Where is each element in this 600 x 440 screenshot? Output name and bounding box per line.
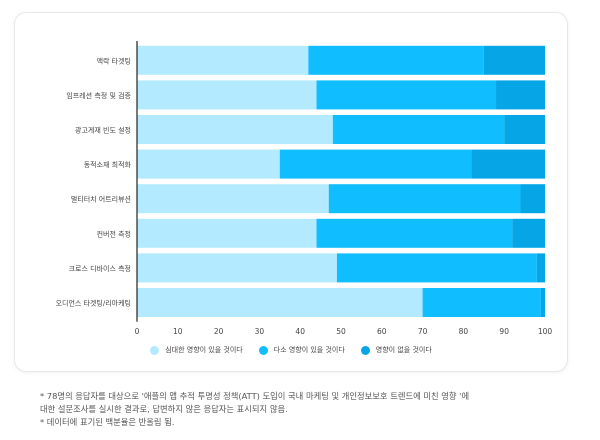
category-label: 동적소재 최적화 — [84, 160, 132, 169]
category-label: 크로스 디바이스 측정 — [69, 264, 131, 273]
bar-segment — [137, 288, 423, 317]
x-tick-label: 90 — [499, 327, 509, 336]
category-label: 액락 타겟팅 — [97, 56, 131, 65]
category-label: 임프레션 측정 및 검증 — [66, 91, 131, 100]
bar-segment — [328, 184, 521, 214]
bar-segment — [137, 218, 317, 248]
legend-label-somewhat: 다소 영향이 있을 것이다 — [273, 346, 345, 354]
bar-segment — [504, 115, 545, 144]
x-tick-label: 30 — [255, 327, 265, 336]
bar-segment — [137, 115, 333, 144]
chart-legend: 심대한 영향이 있을 것이다 다소 영향이 있을 것이다 영향이 없을 것이다 — [15, 345, 567, 355]
bar-segment — [137, 80, 317, 110]
legend-label-none: 영향이 없을 것이다 — [375, 346, 432, 354]
x-tick-label: 80 — [459, 327, 469, 336]
x-tick-label: 70 — [418, 327, 428, 336]
bar-segment — [540, 288, 545, 317]
x-tick-label: 50 — [336, 327, 346, 336]
x-tick-label: 100 — [538, 327, 553, 336]
bar-segment — [520, 184, 545, 214]
category-label: 컨버전 측정 — [97, 229, 131, 238]
footnote-line-3: * 데이터에 표기된 백분율은 반올림 됨. — [40, 417, 175, 427]
footnote-line-1: * 78명의 응답자를 대상으로 '애플의 앱 추적 투명성 정책(ATT) 도… — [40, 391, 470, 401]
legend-swatch-significant — [150, 345, 160, 355]
bar-segment — [332, 115, 505, 144]
category-label: 오디언스 타겟팅/리마케팅 — [56, 299, 131, 308]
bar-segment — [279, 149, 472, 179]
legend-label-significant: 심대한 영향이 있을 것이다 — [165, 346, 243, 354]
x-tick-label: 0 — [135, 327, 140, 336]
bar-segment — [496, 80, 545, 110]
bar-segment — [422, 288, 541, 317]
bar-segment — [137, 253, 337, 283]
bar-segment — [137, 45, 309, 75]
legend-item-none: 영향이 없을 것이다 — [360, 345, 432, 355]
bar-segment — [336, 253, 537, 283]
bar-segment — [316, 218, 513, 248]
bar-segment — [471, 149, 545, 179]
legend-swatch-somewhat — [258, 345, 268, 355]
bar-segment — [483, 45, 545, 75]
x-tick-label: 10 — [173, 327, 183, 336]
bar-segment — [536, 253, 545, 283]
bar-segment — [316, 80, 497, 110]
bar-segment — [512, 218, 545, 248]
bar-segment — [137, 184, 329, 214]
legend-swatch-none — [360, 345, 370, 355]
category-label: 광고게재 빈도 설정 — [75, 126, 131, 135]
footnote-line-2: 대한 설문조사를 실시한 결과로, 답변하지 않은 응답자는 표시되지 않음. — [40, 404, 288, 414]
bar-segment — [137, 149, 280, 179]
legend-item-significant: 심대한 영향이 있을 것이다 — [150, 345, 243, 355]
x-tick-label: 20 — [214, 327, 224, 336]
bar-segment — [308, 45, 484, 75]
x-tick-label: 40 — [295, 327, 305, 336]
x-tick-label: 60 — [377, 327, 387, 336]
category-label: 멀티터치 어트리뷰션 — [71, 195, 131, 204]
footnotes: * 78명의 응답자를 대상으로 '애플의 앱 추적 투명성 정책(ATT) 도… — [40, 390, 570, 429]
legend-item-somewhat: 다소 영향이 있을 것이다 — [258, 345, 345, 355]
